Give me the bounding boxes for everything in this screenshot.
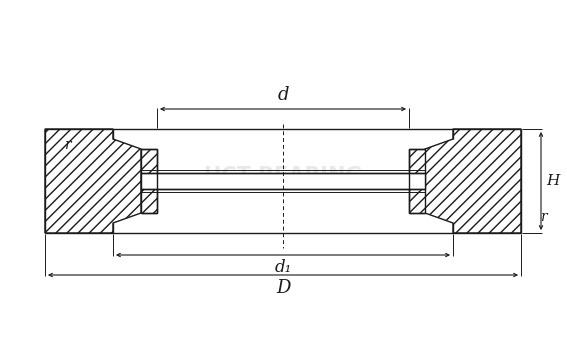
Text: HCT BEARING: HCT BEARING	[204, 166, 362, 186]
Polygon shape	[141, 149, 157, 213]
Text: d: d	[277, 86, 289, 104]
Polygon shape	[425, 129, 521, 233]
Text: r: r	[540, 210, 547, 224]
Text: H: H	[546, 174, 559, 188]
Text: d₁: d₁	[274, 259, 291, 276]
Polygon shape	[45, 129, 141, 233]
Polygon shape	[409, 149, 425, 213]
Text: D: D	[276, 279, 290, 297]
Text: r: r	[64, 138, 70, 152]
Polygon shape	[141, 173, 425, 189]
